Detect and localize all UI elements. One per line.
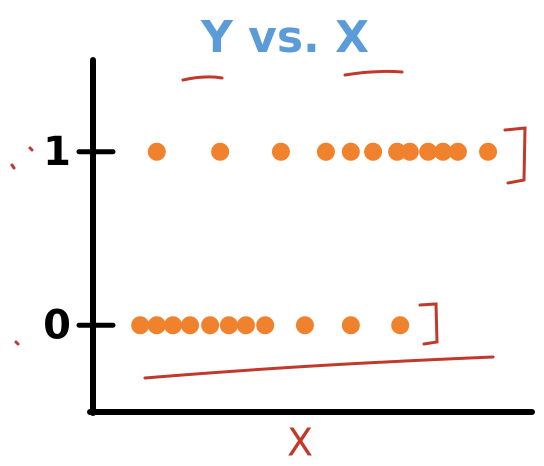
point	[147, 142, 166, 161]
point	[479, 142, 498, 161]
annotation-underline	[143, 355, 495, 380]
point	[201, 316, 220, 335]
point	[341, 142, 360, 161]
annotation-bracket	[418, 302, 439, 346]
point	[341, 316, 360, 335]
point	[271, 142, 290, 161]
point	[219, 316, 238, 335]
point	[211, 142, 230, 161]
y-tick-label: 1	[43, 129, 71, 175]
point	[448, 142, 467, 161]
point	[295, 316, 314, 335]
point	[391, 316, 410, 335]
point	[131, 316, 150, 335]
point	[364, 142, 383, 161]
point	[419, 142, 438, 161]
point	[236, 316, 255, 335]
point	[181, 316, 200, 335]
x-axis-label: X	[287, 421, 313, 465]
annotation-mark	[10, 146, 34, 170]
point	[147, 316, 166, 335]
point	[256, 316, 275, 335]
point	[434, 142, 453, 161]
chart-title: Y vs. X	[200, 12, 369, 63]
point	[388, 142, 407, 161]
y-tick-label: 0	[43, 302, 71, 348]
title-underline	[181, 75, 224, 82]
point	[163, 316, 182, 335]
annotation-mark	[14, 340, 20, 346]
title-underline	[343, 69, 404, 77]
point	[316, 142, 335, 161]
annotation-bracket	[503, 126, 527, 185]
point	[400, 142, 419, 161]
